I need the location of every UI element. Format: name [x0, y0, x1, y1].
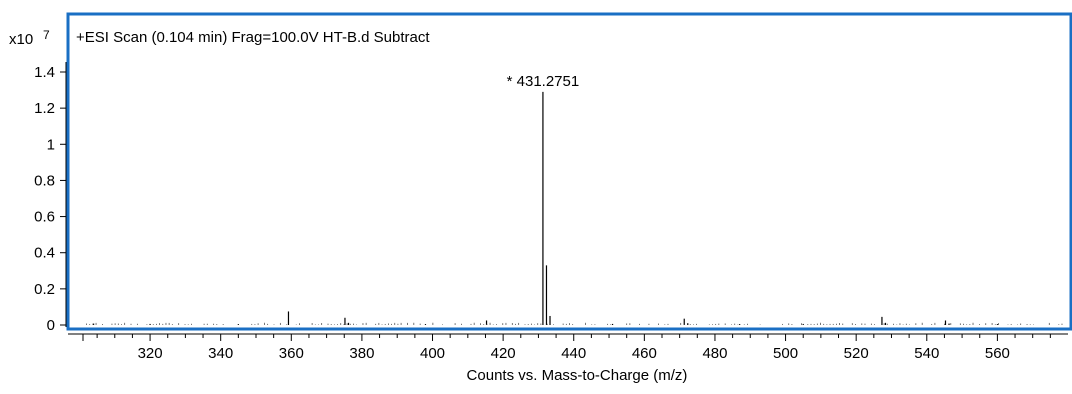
x-tick-label: 360 — [279, 345, 304, 362]
x-tick-label: 380 — [349, 345, 374, 362]
x-tick-label: 420 — [491, 345, 516, 362]
x-tick-label: 500 — [773, 345, 798, 362]
x-tick-label: 440 — [561, 345, 586, 362]
x-tick-label: 340 — [208, 345, 233, 362]
x-tick-label: 460 — [632, 345, 657, 362]
y-multiplier-base: x10 — [9, 31, 33, 48]
y-tick-label: 0.4 — [34, 245, 55, 262]
y-multiplier-exponent: 7 — [43, 28, 50, 42]
x-tick-label: 480 — [702, 345, 727, 362]
x-axis-label: Counts vs. Mass-to-Charge (m/z) — [467, 367, 688, 384]
plot-frame — [66, 12, 1072, 331]
y-tick-label: 1.2 — [34, 100, 55, 117]
spectrum-peaks — [92, 91, 998, 325]
y-axis-ticks: 0 0.2 0.4 0.6 0.8 1 1.2 1.4 — [34, 64, 66, 334]
x-tick-label: 560 — [985, 345, 1010, 362]
y-tick-label: 0.8 — [34, 172, 55, 189]
chart-title: +ESI Scan (0.104 min) Frag=100.0V HT-B.d… — [76, 29, 430, 46]
x-axis-ticks: 320 340 360 380 400 420 440 460 480 500 520 540 560 — [82, 334, 1051, 362]
x-tick-label: 520 — [844, 345, 869, 362]
peak-annotations: * 431.2751 — [507, 73, 580, 90]
y-tick-label: 0.2 — [34, 281, 55, 298]
y-tick-label: 0 — [47, 317, 55, 334]
x-tick-label: 400 — [420, 345, 445, 362]
x-tick-label: 540 — [914, 345, 939, 362]
y-tick-label: 0.6 — [34, 209, 55, 226]
x-tick-label: 320 — [138, 345, 163, 362]
y-tick-label: 1.4 — [34, 64, 55, 81]
baseline-noise — [86, 322, 1063, 325]
peak-label: * 431.2751 — [507, 73, 580, 90]
y-tick-label: 1 — [47, 136, 55, 153]
